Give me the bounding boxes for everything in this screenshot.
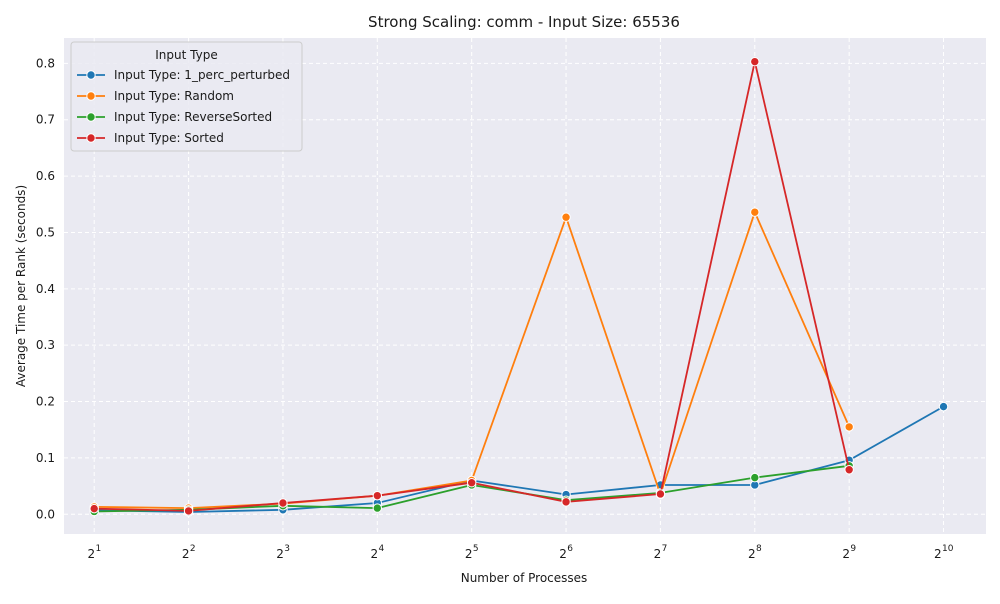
y-tick-label: 0.3: [36, 338, 55, 352]
legend-label: Input Type: Sorted: [114, 131, 224, 145]
legend-title: Input Type: [155, 48, 217, 62]
data-point: [750, 207, 760, 217]
x-tick-exponent: 8: [756, 544, 762, 554]
series-layer: [89, 56, 949, 517]
legend-marker: [86, 91, 96, 101]
legend-item: Input Type: Sorted: [77, 131, 224, 145]
legend-marker: [86, 70, 96, 80]
series-3: [89, 56, 854, 516]
data-point: [561, 212, 571, 222]
legend-label: Input Type: 1_perc_perturbed: [114, 68, 290, 82]
x-tick-label: 2 10: [934, 544, 954, 561]
data-point: [278, 498, 288, 508]
data-point: [89, 503, 99, 514]
legend-marker: [86, 133, 96, 143]
x-tick-exponent: 1: [95, 544, 101, 554]
x-tick-exponent: 9: [850, 544, 856, 554]
x-tick-base: 2: [934, 547, 942, 561]
legend-label: Input Type: ReverseSorted: [114, 110, 272, 124]
x-tick-base: 2: [465, 547, 473, 561]
legend-label: Input Type: Random: [114, 89, 234, 103]
x-tick-exponent: 6: [567, 544, 573, 554]
legend-item: Input Type: ReverseSorted: [77, 110, 272, 124]
x-tick-base: 2: [654, 547, 662, 561]
data-point: [938, 401, 949, 412]
x-tick-exponent: 7: [662, 544, 668, 554]
x-tick-base: 2: [748, 547, 756, 561]
x-tick-exponent: 5: [473, 544, 479, 554]
data-point: [844, 465, 854, 475]
data-point: [561, 497, 571, 507]
y-tick-label: 0.7: [36, 113, 55, 127]
data-point: [750, 56, 760, 67]
y-axis-label: Average Time per Rank (seconds): [14, 185, 28, 387]
y-tick-label: 0.5: [36, 225, 55, 239]
legend-marker: [86, 112, 96, 122]
x-tick-base: 2: [182, 547, 190, 561]
data-point: [844, 422, 854, 432]
x-tick-base: 2: [559, 547, 567, 561]
y-tick-label: 0.2: [36, 395, 55, 409]
x-tick-exponent: 4: [379, 544, 385, 554]
data-point: [372, 490, 383, 501]
y-tick-label: 0.6: [36, 169, 55, 183]
y-tick-label: 0.8: [36, 56, 55, 70]
y-tick-label: 0.4: [36, 282, 55, 296]
legend-item: Input Type: Random: [77, 89, 234, 103]
x-tick-base: 2: [276, 547, 284, 561]
data-point: [750, 472, 760, 483]
x-tick-base: 2: [87, 547, 95, 561]
y-tick-label: 0.0: [36, 507, 55, 521]
x-axis-ticks: 2 1 2 2 2 3 2 4 2 5 2 6 2 7 2 8 2 9 2 10: [87, 544, 953, 561]
legend: Input Type Input Type: 1_perc_perturbed In…: [70, 41, 303, 152]
data-point: [183, 506, 194, 516]
grid-lines: [64, 38, 986, 534]
legend-box: [70, 41, 303, 152]
data-point: [372, 503, 383, 513]
data-point: [655, 489, 666, 499]
x-tick-base: 2: [842, 547, 850, 561]
x-tick-exponent: 10: [942, 544, 954, 554]
chart-title: Strong Scaling: comm - Input Size: 65536: [368, 13, 680, 31]
x-tick-base: 2: [371, 547, 379, 561]
x-tick-exponent: 3: [284, 544, 290, 554]
data-point: [466, 478, 477, 488]
y-axis-ticks: 0.0 0.1 0.2 0.3 0.4 0.5 0.6 0.7 0.8: [36, 56, 55, 521]
y-tick-label: 0.1: [36, 451, 55, 465]
x-tick-exponent: 2: [190, 544, 196, 554]
x-axis-label: Number of Processes: [461, 571, 588, 585]
legend-item: Input Type: 1_perc_perturbed: [77, 68, 290, 82]
